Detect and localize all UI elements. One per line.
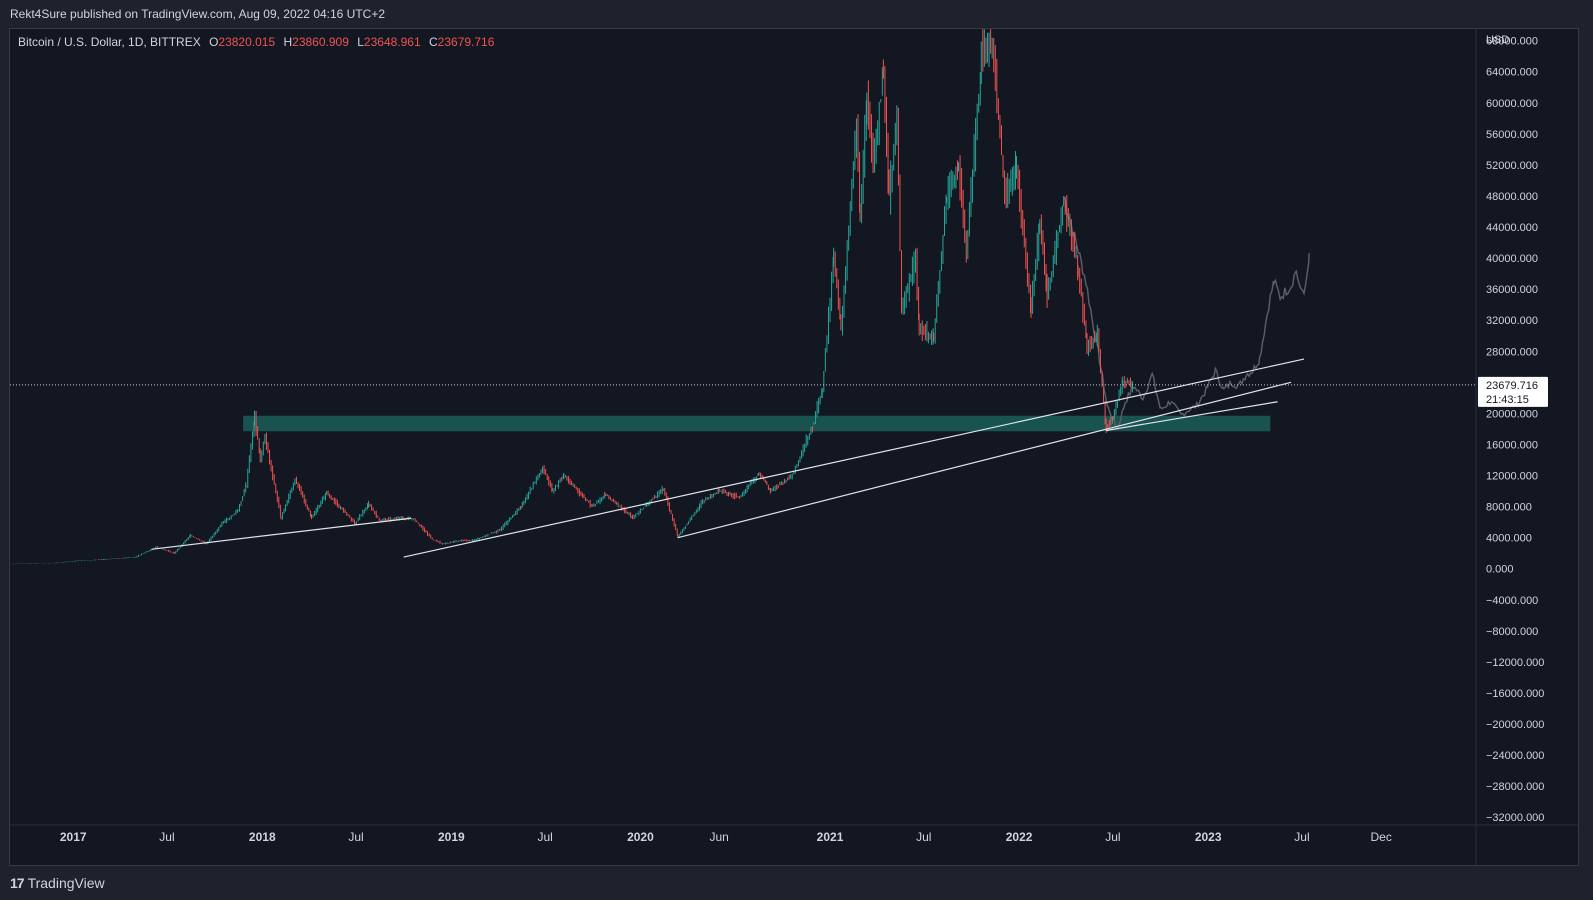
chart-pane[interactable]: USD 68000.000 64000.000 60000.000 56000.000 5… xyxy=(9,28,1579,866)
time-tick-label: Jul xyxy=(916,830,931,844)
tradingview-logo-icon: 17 xyxy=(10,875,25,891)
price-tick-label: 28000.000 xyxy=(1486,346,1538,358)
time-tick-label: 2018 xyxy=(249,830,276,844)
price-tick-label: 48000.000 xyxy=(1486,191,1538,203)
price-tick-label: 60000.000 xyxy=(1486,98,1538,110)
close-label: C xyxy=(429,35,438,49)
time-tick-label: 2023 xyxy=(1195,830,1222,844)
trendline-3 xyxy=(677,381,1292,539)
tradingview-brand: TradingView xyxy=(27,875,105,891)
price-tick-label: −8000.000 xyxy=(1486,626,1538,638)
time-tick-label: 2019 xyxy=(438,830,465,844)
last-price-tag xyxy=(1478,376,1548,407)
time-tick-label: Jun xyxy=(709,830,728,844)
price-tick-label: 52000.000 xyxy=(1486,160,1538,172)
price-tick-label: 44000.000 xyxy=(1486,222,1538,234)
price-axis-unit: USD xyxy=(1486,34,1509,46)
price-tick-label: −20000.000 xyxy=(1486,719,1544,731)
support-zone xyxy=(243,415,1271,432)
price-tick-label: 40000.000 xyxy=(1486,253,1538,265)
price-tick-label: 56000.000 xyxy=(1486,129,1538,141)
time-tick-label: 2022 xyxy=(1006,830,1033,844)
time-tick-label: Dec xyxy=(1371,830,1392,844)
time-tick-label: 2017 xyxy=(60,830,87,844)
price-tick-label: −16000.000 xyxy=(1486,688,1544,700)
price-tick-label: 64000.000 xyxy=(1486,67,1538,79)
open-label: O xyxy=(209,35,219,49)
bar-countdown: 21:43:15 xyxy=(1486,394,1529,406)
high-label: H xyxy=(283,35,293,49)
price-tick-label: 16000.000 xyxy=(1486,439,1538,451)
time-tick-label: Jul xyxy=(537,830,552,844)
time-tick-label: Jul xyxy=(1105,830,1120,844)
time-tick-label: Jul xyxy=(348,830,363,844)
price-tick-label: −32000.000 xyxy=(1486,812,1544,824)
time-tick-label: Jul xyxy=(1294,830,1309,844)
publisher-credit: Rekt4Sure published on TradingView.com, … xyxy=(10,7,386,21)
high-value: 23860.909 xyxy=(292,35,349,49)
trendline-1 xyxy=(151,517,412,550)
symbol-legend: Bitcoin / U.S. Dollar, 1D, BITTREX O2382… xyxy=(18,35,494,49)
price-tick-label: −12000.000 xyxy=(1486,657,1544,669)
price-candles xyxy=(11,29,1134,565)
time-tick-label: 2020 xyxy=(627,830,654,844)
last-price-value: 23679.716 xyxy=(1486,380,1538,392)
price-tick-label: 4000.000 xyxy=(1486,533,1532,545)
price-tick-label: 8000.000 xyxy=(1486,502,1532,514)
price-tick-label: 36000.000 xyxy=(1486,284,1538,296)
tradingview-logo[interactable]: 17 TradingView xyxy=(10,875,105,891)
price-tick-label: −4000.000 xyxy=(1486,595,1538,607)
open-value: 23820.015 xyxy=(218,35,276,49)
price-tick-label: 20000.000 xyxy=(1486,408,1538,420)
price-tick-label: 12000.000 xyxy=(1486,471,1538,483)
trendline-4 xyxy=(1106,401,1278,432)
price-tick-label: 32000.000 xyxy=(1486,315,1538,327)
time-tick-label: 2021 xyxy=(817,830,844,844)
footer-bar: 17 TradingView xyxy=(0,866,1593,900)
projection-line xyxy=(1063,195,1310,430)
trendline-2 xyxy=(403,358,1305,558)
close-value: 23679.716 xyxy=(437,35,495,49)
symbol-name[interactable]: Bitcoin / U.S. Dollar, 1D, BITTREX xyxy=(18,35,201,49)
price-tick-label: 68000.000 xyxy=(1486,36,1538,48)
publisher-bar: Rekt4Sure published on TradingView.com, … xyxy=(0,0,1593,28)
low-label: L xyxy=(357,35,364,49)
low-value: 23648.961 xyxy=(363,35,421,49)
price-tick-label: 0.000 xyxy=(1486,564,1514,576)
time-tick-label: Jul xyxy=(159,830,174,844)
price-tick-label: −28000.000 xyxy=(1486,781,1544,793)
price-tick-label: −24000.000 xyxy=(1486,750,1544,762)
